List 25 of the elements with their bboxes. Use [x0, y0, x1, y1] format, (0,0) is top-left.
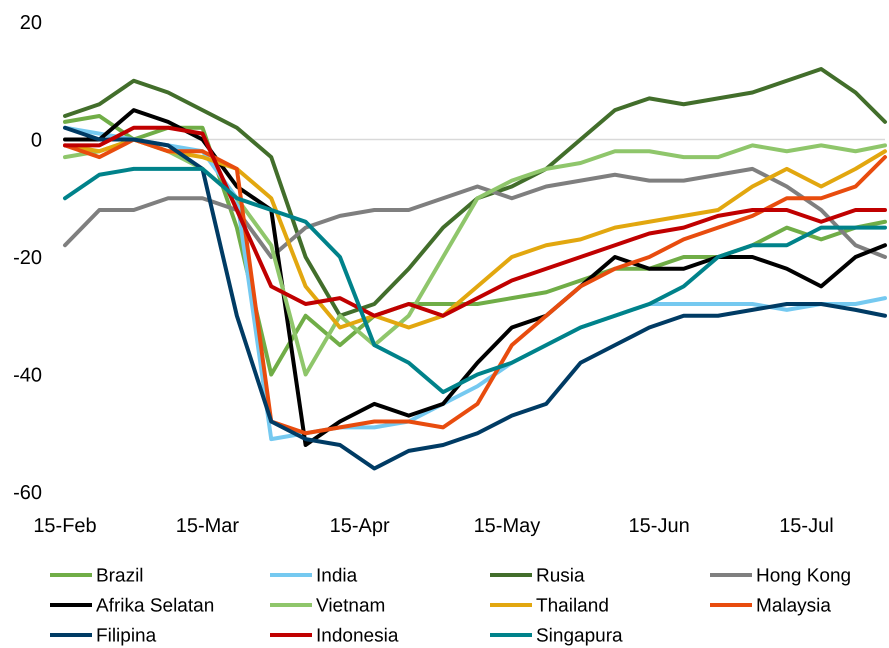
x-tick-label: 15-Mar — [176, 515, 240, 537]
legend-label: Singapura — [536, 626, 624, 647]
line-series — [63, 166, 887, 259]
line-series — [63, 67, 887, 318]
y-tick-label: -60 — [13, 482, 42, 504]
legend-label: Thailand — [536, 596, 609, 617]
legend-label: India — [316, 566, 358, 587]
x-tick-label: 15-May — [474, 515, 540, 537]
x-tick-label: 15-Jun — [628, 515, 690, 537]
legend-label: Brazil — [96, 566, 144, 587]
legend-label: Malaysia — [756, 596, 832, 617]
x-tick-label: 15-Jul — [779, 515, 834, 537]
legend-label: Vietnam — [316, 596, 386, 617]
line-series — [63, 166, 887, 394]
legend-label: Indonesia — [316, 626, 399, 647]
y-tick-label: 20 — [20, 12, 42, 34]
x-tick-label: 15-Apr — [330, 515, 390, 537]
x-tick-label: 15-Feb — [33, 515, 97, 537]
y-tick-label: 0 — [30, 130, 42, 152]
legend-label: Hong Kong — [756, 566, 852, 587]
legend-label: Filipina — [96, 626, 157, 647]
y-tick-label: -20 — [13, 247, 42, 269]
legend-label: Rusia — [536, 566, 586, 587]
y-tick-label: -40 — [13, 364, 42, 386]
legend-label: Afrika Selatan — [96, 596, 214, 617]
